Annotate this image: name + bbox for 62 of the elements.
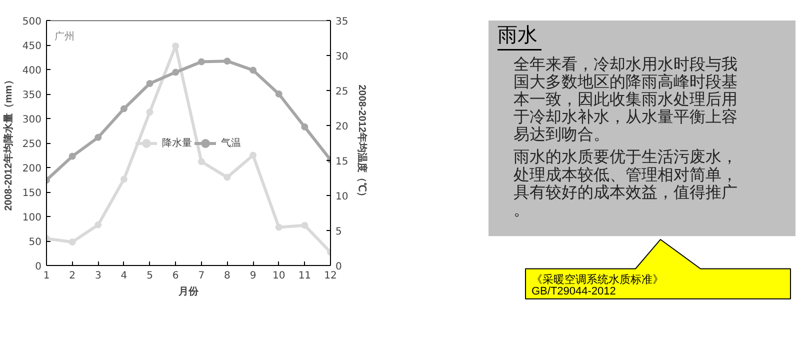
x-tick-label: 10 — [272, 270, 286, 282]
y-tick-label: 300 — [22, 114, 42, 126]
y-tick-label: 100 — [22, 212, 42, 224]
legend-label: 降水量 — [162, 136, 192, 150]
x-tick-label: 12 — [324, 270, 337, 282]
point — [198, 58, 205, 66]
x-tick-label: 7 — [198, 270, 205, 282]
y2-tick-label: 10 — [336, 192, 348, 202]
x-tick-label: 5 — [146, 270, 153, 282]
point — [301, 123, 308, 130]
text: 全年来看，冷却水用水时段与我国大多数地区的降雨高峰时段基本一致，因此收集雨水处理后用于冷却水补水，从水量平衡上容易达到吻合。 — [514, 55, 738, 144]
y-tick-label: 450 — [22, 41, 42, 52]
annotation: 广州 — [54, 30, 74, 42]
point — [172, 68, 180, 76]
y2-tick-label: 30 — [336, 52, 348, 62]
y2-tick-label: 35 — [336, 16, 348, 28]
x-tick-label: 6 — [172, 270, 179, 282]
point — [68, 238, 76, 246]
y2-tick-label: 25 — [336, 86, 348, 98]
y-tick-label: 200 — [22, 164, 42, 174]
y-tick-label: 500 — [22, 16, 42, 28]
y2-axis-title: 2008-2012年均温度（℃） — [356, 84, 368, 202]
x-tick-label: 1 — [43, 270, 50, 282]
y-tick-label: 400 — [22, 66, 42, 76]
y2-tick-label: 5 — [336, 226, 342, 238]
y-tick-label: 350 — [22, 90, 42, 101]
text: 雨水 — [498, 24, 538, 47]
y-tick-label: 50 — [28, 237, 42, 248]
x-tick-label: 8 — [224, 270, 230, 282]
y2-tick-label: 20 — [336, 122, 348, 132]
point — [224, 174, 231, 181]
y-tick-label: 150 — [22, 188, 42, 199]
legend-label: 气温 — [221, 136, 241, 150]
y2-tick-label: 0 — [336, 262, 342, 272]
point — [198, 158, 205, 166]
x-tick-label: 11 — [298, 270, 312, 282]
point — [224, 58, 231, 65]
point — [275, 224, 282, 231]
x-tick-label: 9 — [250, 270, 256, 282]
point — [94, 221, 102, 228]
text: 《采暖空调系统水质标准》 — [532, 272, 664, 286]
y-tick-label: 0 — [35, 262, 42, 272]
text: 雨水的水质要优于生活污废水，处理成本较低、管理相对简单，具有较好的成本效益，值得推广。 — [514, 148, 738, 219]
point — [68, 152, 76, 160]
y-tick-label: 250 — [22, 139, 42, 150]
text: GB/T29044-2012 — [532, 285, 616, 298]
y2-tick-label: 15 — [336, 156, 348, 168]
point — [146, 80, 154, 87]
point — [250, 66, 257, 74]
x-axis-title: 月份 — [178, 286, 200, 298]
point — [146, 108, 154, 116]
point — [120, 105, 128, 112]
point — [275, 90, 282, 98]
point — [250, 152, 257, 159]
x-tick-label: 2 — [69, 270, 76, 282]
x-tick-label: 3 — [94, 270, 102, 282]
y-axis-title: 2008-2012年均降水量（mm） — [2, 75, 14, 211]
point — [120, 176, 128, 183]
x-tick-label: 4 — [120, 270, 128, 282]
point — [94, 134, 102, 141]
point — [301, 222, 308, 229]
point — [172, 42, 180, 50]
